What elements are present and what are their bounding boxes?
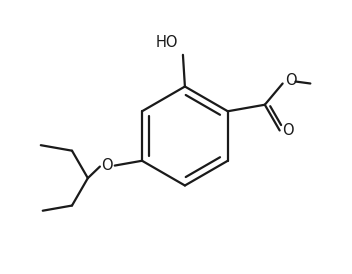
Text: HO: HO <box>156 35 178 50</box>
Text: O: O <box>282 123 294 138</box>
Text: O: O <box>285 73 296 88</box>
Text: O: O <box>101 158 113 173</box>
